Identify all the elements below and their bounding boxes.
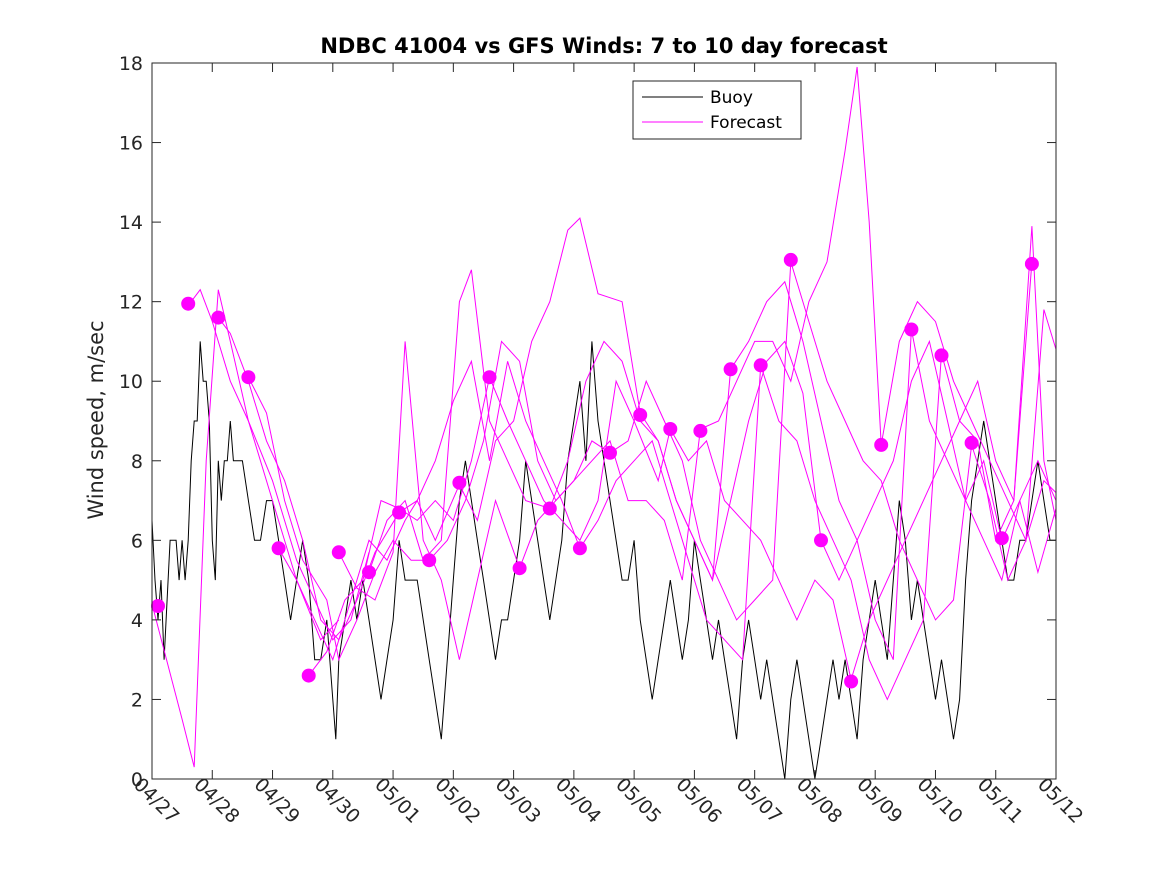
forecast-marker-8: [362, 565, 376, 580]
forecast-marker-22: [783, 252, 798, 267]
forecast-marker-25: [874, 437, 889, 452]
legend-box: [632, 80, 802, 140]
forecast-marker-27: [934, 348, 949, 363]
forecast-line-2: [187, 288, 370, 641]
forecast-line-24: [850, 261, 1033, 680]
forecast-marker-11: [452, 475, 467, 490]
forecast-marker-20: [723, 362, 738, 377]
forecast-marker-18: [663, 422, 678, 436]
chart-title: NDBC 41004 vs GFS Winds: 7 to 10 day for…: [320, 34, 887, 58]
forecast-marker-6: [301, 668, 316, 683]
forecast-marker-16: [603, 445, 617, 460]
legend: Buoy Forecast: [632, 80, 802, 140]
forecast-marker-5: [271, 541, 286, 556]
forecast-marker-9: [392, 505, 407, 520]
forecast-marker-17: [633, 408, 648, 422]
forecast-line-22: [790, 261, 973, 621]
buoy-line: [151, 341, 1056, 780]
y-axis-label: Wind speed, m/sec: [84, 320, 108, 519]
forecast-line-7: [338, 341, 521, 660]
y-tick-label: 10: [119, 371, 143, 393]
forecast-marker-19: [693, 423, 708, 438]
y-tick-label: 18: [119, 53, 143, 75]
forecast-marker-12: [482, 370, 497, 385]
axes-frame: [151, 62, 1057, 780]
forecast-line-9: [398, 359, 581, 549]
forecast-marker-7: [331, 545, 346, 560]
legend-label-buoy: Buoy: [710, 88, 753, 108]
forecast-line-25: [880, 300, 1057, 543]
forecast-marker-21: [753, 358, 768, 373]
y-tick-label: 12: [119, 292, 143, 314]
forecast-marker-4: [241, 370, 256, 385]
forecast-line-15: [579, 365, 762, 661]
forecast-line-10: [428, 340, 611, 561]
forecast-line-21: [760, 353, 942, 701]
forecast-line-11: [458, 217, 641, 522]
forecast-line-27: [941, 226, 1057, 542]
y-tick-label: 8: [131, 451, 143, 473]
forecast-marker-10: [422, 553, 437, 568]
forecast-line-17: [639, 340, 822, 582]
forecast-line-20: [730, 280, 912, 660]
forecast-line-12: [489, 377, 671, 542]
y-tick-label: 16: [119, 133, 143, 155]
forecast-line-28: [971, 444, 1057, 582]
forecast-line-29: [1001, 499, 1057, 575]
forecast-marker-29: [994, 531, 1009, 546]
forecast-marker-2: [181, 296, 196, 311]
forecast-line-1: [151, 289, 340, 768]
forecast-marker-3: [211, 310, 226, 325]
y-tick-label: 0: [131, 769, 143, 791]
y-tick-label: 6: [131, 530, 143, 552]
forecast-line-26: [910, 329, 1057, 582]
forecast-marker-15: [572, 541, 587, 556]
forecast-line-19: [700, 66, 882, 445]
y-tick-label: 4: [131, 610, 143, 632]
axes-background: [152, 63, 1056, 779]
y-tick-label: 14: [119, 212, 143, 234]
forecast-line-23: [820, 339, 1003, 582]
forecast-line-16: [609, 261, 792, 621]
legend-label-forecast: Forecast: [710, 113, 782, 133]
forecast-marker-28: [964, 435, 979, 450]
forecast-marker-24: [844, 674, 859, 689]
forecast-line-3: [217, 317, 400, 641]
forecast-line-4: [247, 376, 430, 662]
forecast-marker-14: [542, 501, 557, 516]
forecast-line-18: [669, 428, 852, 680]
forecast-marker-13: [512, 561, 527, 576]
forecast-marker-30: [1024, 256, 1039, 271]
forecast-marker-1: [151, 599, 165, 613]
y-tick-label: 2: [131, 689, 143, 711]
forecast-marker-23: [814, 533, 828, 548]
forecast-marker-26: [904, 322, 919, 337]
